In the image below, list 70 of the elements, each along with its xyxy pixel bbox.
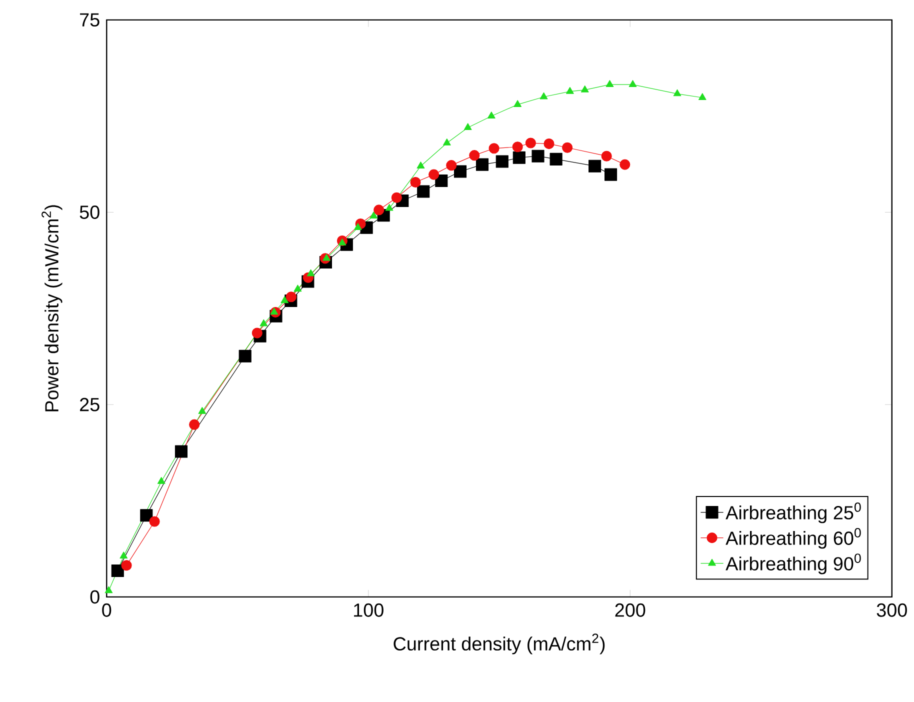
point <box>391 192 402 204</box>
point <box>294 284 302 292</box>
point <box>385 204 394 212</box>
point <box>580 86 589 93</box>
y-tick-label: 75 <box>80 14 100 27</box>
point <box>606 80 614 88</box>
legend-label: Airbreathing 25$^{0}$ <box>726 502 861 524</box>
point <box>446 160 457 171</box>
point <box>532 150 544 163</box>
point <box>698 93 706 100</box>
point <box>260 320 268 326</box>
point <box>157 477 166 484</box>
point <box>544 138 554 150</box>
point <box>566 87 574 94</box>
x-tick-label: 200 <box>615 604 646 618</box>
point <box>416 162 425 169</box>
point <box>280 296 289 304</box>
legend-label: Airbreathing 60$^{0}$ <box>726 528 861 549</box>
point <box>512 152 526 164</box>
point <box>562 142 573 154</box>
legend-label: Airbreathing 90$^{0}$ <box>726 554 861 574</box>
point <box>550 153 562 166</box>
point <box>476 158 489 172</box>
point <box>286 292 296 302</box>
point <box>620 159 630 170</box>
point <box>370 212 378 219</box>
x-tick-label: 300 <box>876 604 907 618</box>
point <box>174 445 188 458</box>
y-axis-title: Power density (mW/cm$^{2}$) <box>42 205 62 412</box>
point <box>189 420 200 430</box>
point <box>354 223 362 230</box>
point <box>140 509 153 522</box>
point <box>104 586 113 594</box>
point <box>604 168 618 182</box>
point <box>121 560 132 571</box>
x-axis-title: Current density (mA/cm$^{2}$) <box>394 634 605 654</box>
point <box>673 90 682 96</box>
point <box>628 80 637 88</box>
point <box>442 138 451 146</box>
point <box>469 150 480 161</box>
point <box>601 151 612 162</box>
point <box>270 308 278 315</box>
point <box>198 407 206 414</box>
point <box>111 564 124 578</box>
point <box>252 328 262 339</box>
point <box>417 185 430 198</box>
point <box>149 516 160 528</box>
point <box>322 254 330 262</box>
point <box>338 238 346 246</box>
point <box>374 204 384 216</box>
point <box>488 143 500 154</box>
point <box>410 177 421 188</box>
point <box>306 270 315 276</box>
y-tick-label: 50 <box>80 206 100 220</box>
point <box>496 155 508 168</box>
x-tick-label: 0 <box>102 604 112 618</box>
point <box>512 142 523 152</box>
y-tick-label: 0 <box>90 590 100 604</box>
y-tick-label: 25 <box>80 398 100 412</box>
point <box>464 123 472 130</box>
point <box>454 165 467 178</box>
point <box>487 112 496 119</box>
point <box>120 552 128 559</box>
point <box>428 169 440 180</box>
point <box>525 138 536 149</box>
point <box>540 92 548 100</box>
point <box>238 350 252 363</box>
x-tick-label: 100 <box>354 604 384 618</box>
point <box>588 160 602 173</box>
point <box>514 100 522 108</box>
